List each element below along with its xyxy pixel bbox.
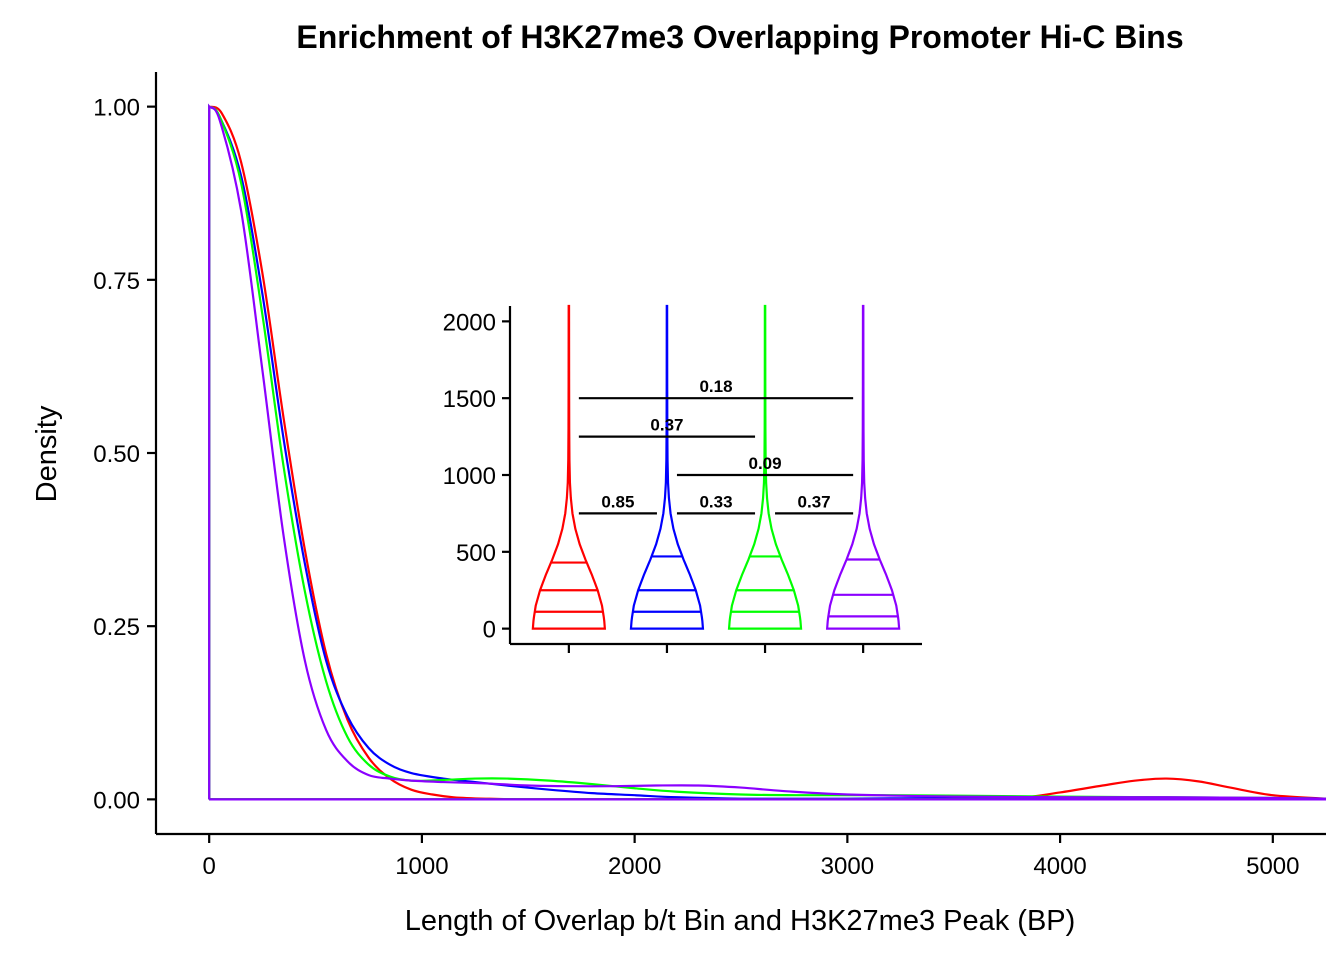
y-axis-title: Density: [31, 405, 63, 502]
violin-red: [531, 304, 607, 630]
violin-green: [727, 304, 803, 630]
x-tick-label: 5000: [1246, 853, 1299, 880]
comparison-p-value: 0.37: [798, 492, 831, 511]
comparison-p-value: 0.37: [650, 416, 683, 435]
x-axis-title: Length of Overlap b/t Bin and H3K27me3 P…: [405, 905, 1076, 937]
comparison-p-value: 0.18: [699, 377, 732, 396]
inset-y-tick-label: 2000: [443, 309, 496, 336]
comparison-p-value: 0.33: [699, 492, 732, 511]
violin-purple: [825, 304, 901, 630]
y-tick-label: 1.00: [93, 95, 140, 122]
inset-y-tick-label: 1500: [443, 386, 496, 413]
x-tick-label: 3000: [821, 853, 874, 880]
y-tick-label: 0.00: [93, 787, 140, 814]
y-tick-label: 0.75: [93, 268, 140, 295]
density-line-blue: [208, 104, 1327, 800]
comparison-brackets: 0.18 0.37 0.09 0.85 0.33 0.37: [578, 377, 854, 515]
x-tick-label: 1000: [395, 853, 448, 880]
comparison-p-value: 0.85: [601, 492, 634, 511]
comparison-p-value: 0.09: [749, 454, 782, 473]
y-tick-label: 0.50: [93, 441, 140, 468]
main-series: [208, 103, 1327, 801]
density-line-green: [208, 104, 1327, 800]
violin-blue: [629, 304, 705, 630]
main-ticks: 0 1000 2000 3000 4000 50000.000.250.500.751.0…: [93, 95, 1299, 880]
inset-y-tick-label: 500: [456, 540, 496, 567]
chart-title: Enrichment of H3K27me3 Overlapping Promo…: [296, 19, 1183, 55]
y-tick-label: 0.25: [93, 614, 140, 641]
inset-ticks: 0 500 1000 1500 2000: [443, 309, 865, 653]
violins: [531, 304, 901, 630]
density-line-purple: [208, 103, 1327, 800]
inset-y-tick-label: 0: [483, 617, 496, 644]
main-axes: [154, 72, 1326, 836]
inset-violin-chart: 0 500 1000 1500 2000 0.18 0.37 0.09 0.85 0.33 0.3…: [443, 304, 922, 653]
x-tick-label: 0: [203, 853, 216, 880]
inset-y-tick-label: 1000: [443, 463, 496, 490]
x-tick-label: 2000: [608, 853, 661, 880]
x-tick-label: 4000: [1033, 853, 1086, 880]
